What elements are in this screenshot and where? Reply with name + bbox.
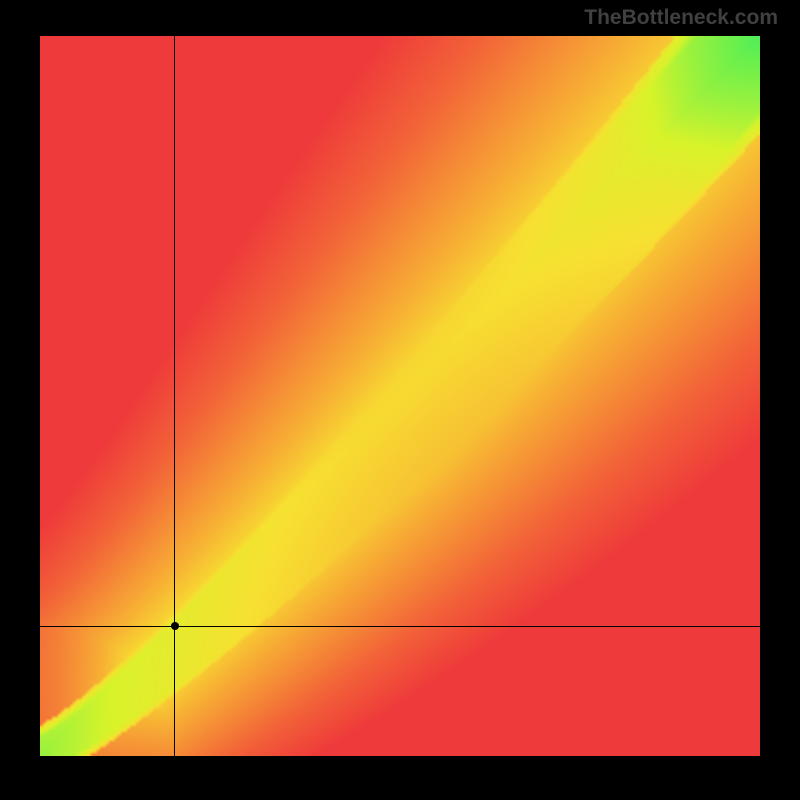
watermark-text: TheBottleneck.com bbox=[584, 6, 778, 30]
crosshair-horizontal-line bbox=[40, 626, 760, 627]
crosshair-marker-dot bbox=[171, 622, 179, 630]
crosshair-vertical-line bbox=[174, 36, 175, 756]
bottleneck-heatmap bbox=[40, 36, 760, 756]
